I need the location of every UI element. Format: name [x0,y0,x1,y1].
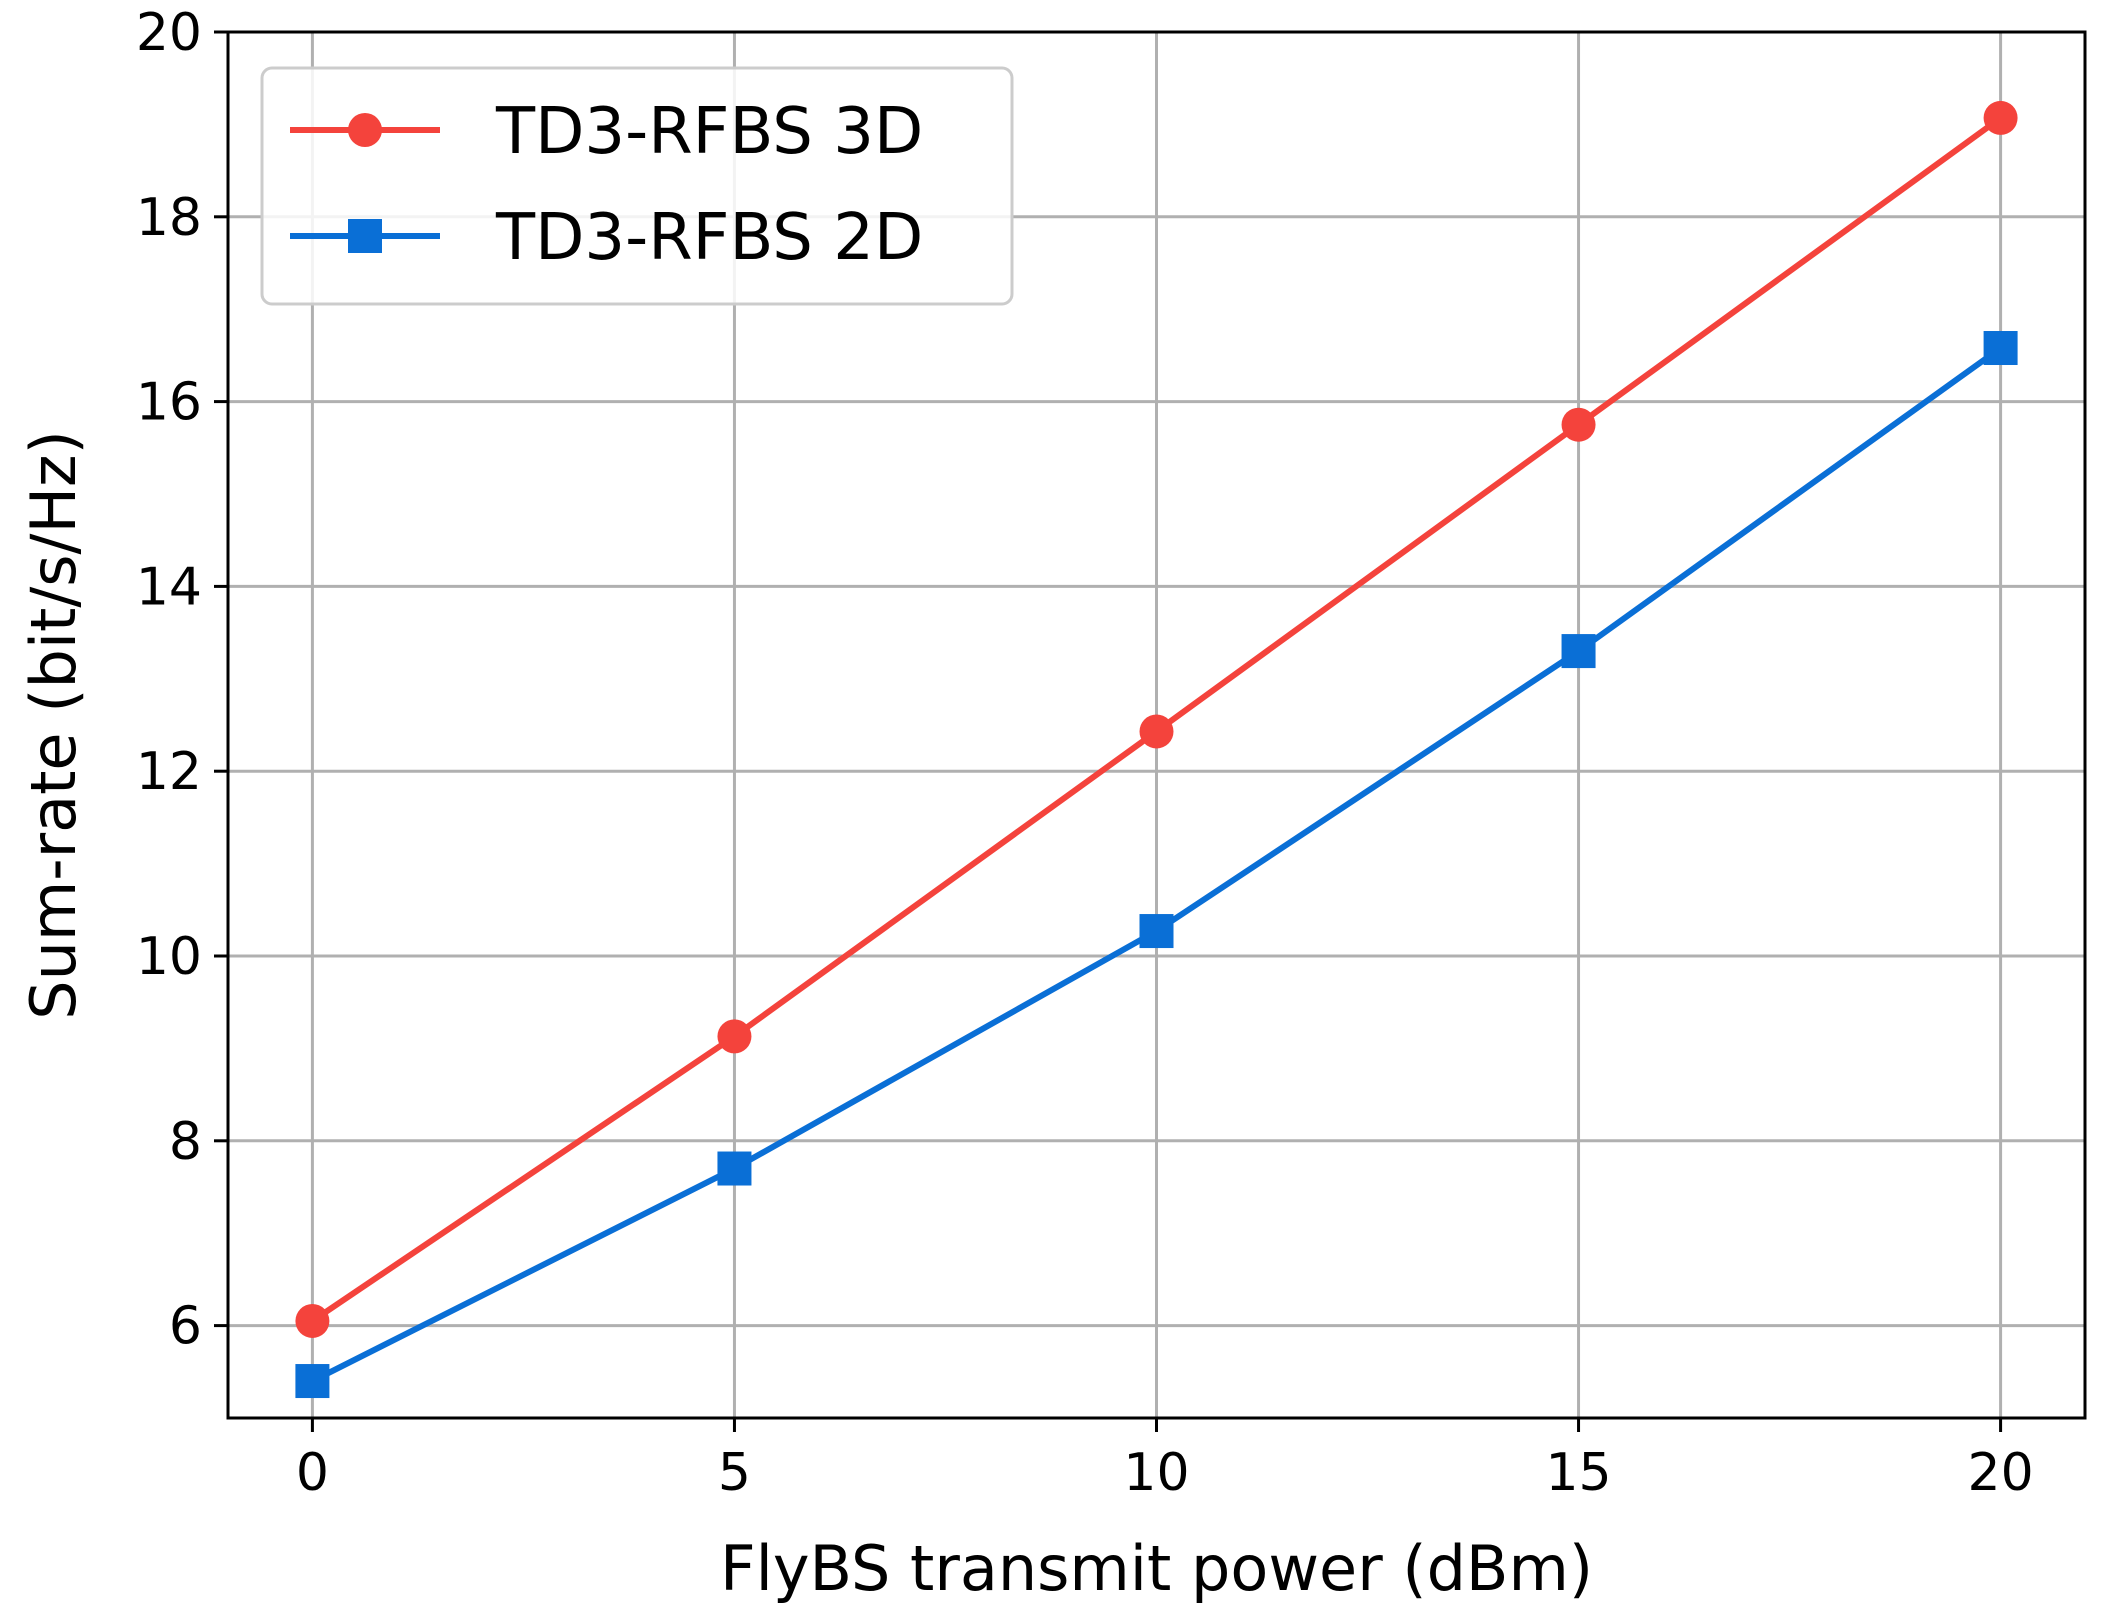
data-point [1139,714,1174,749]
legend-marker [348,113,382,147]
data-point [717,1019,752,1054]
data-point [1983,331,2018,366]
series-markers [295,100,2018,1399]
y-tick-label: 8 [169,1112,202,1172]
legend-label: TD3-RFBS 3D [495,95,923,169]
data-point [1139,914,1174,949]
legend-box [260,66,1014,306]
y-axis-label: Sum-rate (bit/s/Hz) [17,430,90,1020]
data-point [1561,407,1596,442]
y-tick-label: 20 [136,3,202,63]
y-tick-label: 6 [169,1297,202,1357]
data-point [1561,634,1596,669]
data-point [295,1364,330,1399]
x-tick-label: 10 [1123,1443,1189,1503]
data-point [1983,100,2018,135]
data-point [717,1151,752,1186]
x-axis-ticks: 0 5 10 15 20 [296,1418,2034,1503]
legend: TD3-RFBS 3D TD3-RFBS 2D [260,66,1014,306]
data-point [295,1303,330,1338]
y-axis-ticks: 6 8 10 12 14 16 18 20 [136,3,228,1357]
x-tick-label: 0 [296,1443,329,1503]
x-tick-label: 15 [1545,1443,1611,1503]
legend-marker [348,219,382,253]
y-tick-label: 16 [136,373,202,433]
y-tick-label: 14 [136,557,202,617]
x-tick-label: 5 [718,1443,751,1503]
x-axis-label: FlyBS transmit power (dBm) [720,1532,1593,1605]
y-tick-label: 12 [136,742,202,802]
y-tick-label: 18 [136,188,202,248]
y-tick-label: 10 [136,927,202,987]
legend-label: TD3-RFBS 2D [495,201,923,275]
x-tick-label: 20 [1968,1443,2034,1503]
